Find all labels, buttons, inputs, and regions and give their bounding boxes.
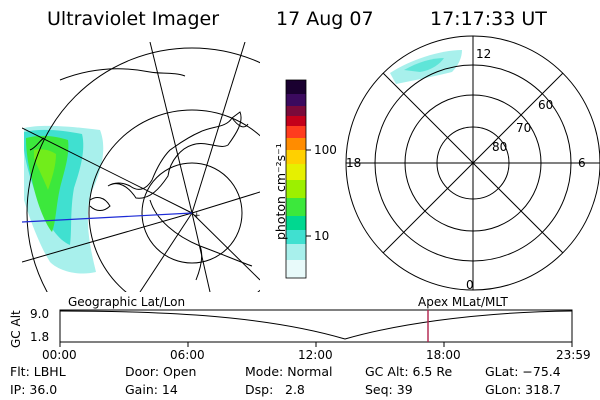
orbit-x-tick-0000: 00:00 [42,348,77,362]
orbit-y-tick-9: 9.0 [30,307,50,321]
info-seq: Seq: 39 [365,382,413,397]
orbit-x-tick-1800: 18:00 [426,348,461,362]
info-dsp-value: 2.8 [285,382,305,397]
info-door: Door: Open [125,364,197,379]
polar-plot [345,35,600,291]
info-dsp-label: Dsp: [245,382,274,397]
mlt-label-0: 0 [466,278,474,292]
orbit-x-tick-1200: 12:00 [298,348,333,362]
date-label: 17 Aug 07 [276,8,374,30]
mlt-label-6: 6 [578,156,586,170]
mlt-label-18: 18 [346,156,362,170]
polar-aurora-emission [390,50,462,84]
info-gain: Gain: 14 [125,382,178,397]
apex-projection-label: Apex MLat/MLT [418,295,508,309]
info-mode: Mode: Normal [245,364,333,379]
colorbar-tick-100: 100 [314,143,337,157]
orbit-x-tick-0600: 06:00 [170,348,205,362]
geographic-map [22,42,260,292]
orbit-plot [59,309,573,347]
orbit-x-tick-2359: 23:59 [556,348,591,362]
mlat-label-80: 80 [492,140,508,154]
geographic-projection-label: Geographic Lat/Lon [68,295,186,309]
info-glat: GLat: −75.4 [485,364,561,379]
orbit-y-axis-title: GC Alt [9,310,23,348]
time-label: 17:17:33 UT [430,8,547,30]
info-ip: IP: 36.0 [10,382,58,397]
info-filter: Flt: LBHL [10,364,66,379]
sub-satellite-marker: + [193,211,201,221]
aurora-emission [24,125,104,274]
info-gc-alt: GC Alt: 6.5 Re [365,364,453,379]
mlt-label-12: 12 [476,47,492,61]
info-glon: GLon: 318.7 [485,382,561,397]
mlat-label-60: 60 [538,98,554,112]
mlat-label-70: 70 [516,121,532,135]
colorbar-unit-label: photon cm⁻²s⁻¹ [273,143,288,240]
orbit-y-tick-1.8: 1.8 [30,330,50,344]
instrument-title: Ultraviolet Imager [47,8,220,30]
colorbar [285,79,311,279]
colorbar-tick-10: 10 [314,229,330,243]
